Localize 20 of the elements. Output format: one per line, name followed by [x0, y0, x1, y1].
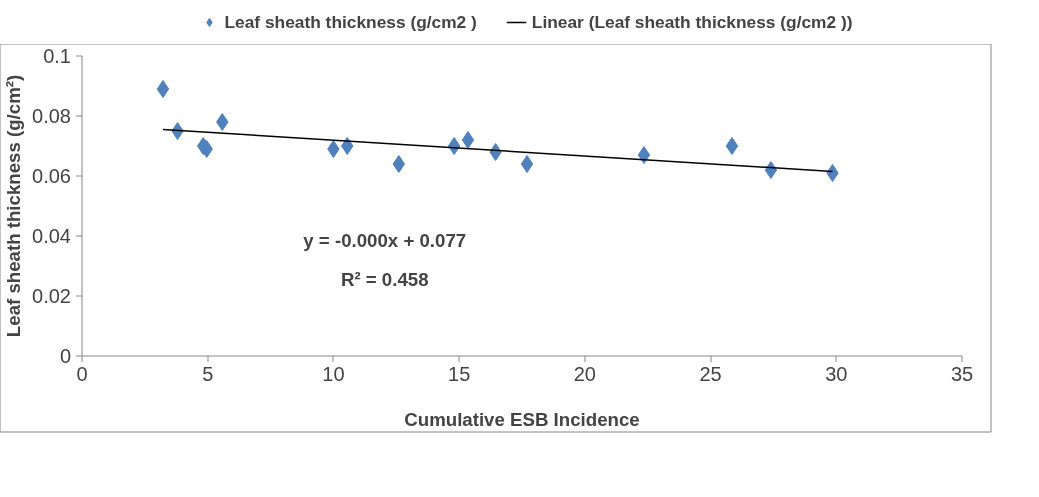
- x-axis-title: Cumulative ESB Incidence: [404, 409, 640, 430]
- y-tick-label: 0.04: [32, 225, 72, 247]
- y-tick-label: 0.08: [32, 105, 72, 127]
- annotation: y = -0.000x + 0.077: [303, 230, 467, 251]
- x-tick-label: 15: [448, 363, 471, 385]
- annotation: R² = 0.458: [340, 269, 429, 290]
- y-tick-label: 0.02: [32, 285, 72, 307]
- x-tick-label: 35: [950, 363, 974, 385]
- x-tick-label: 30: [825, 363, 848, 385]
- y-axis-title: Leaf sheath thickness (g/cm²): [3, 74, 25, 338]
- legend-label: Linear (Leaf sheath thickness (g/cm2 )): [531, 11, 853, 33]
- x-tick-label: 20: [573, 363, 596, 385]
- y-tick-label: 0.06: [32, 165, 72, 187]
- x-tick-label: 10: [322, 363, 345, 385]
- x-tick-label: 5: [202, 363, 214, 385]
- y-tick-label: 0.1: [43, 45, 72, 67]
- y-tick-label: 0: [59, 345, 71, 367]
- x-tick-label: 25: [699, 363, 722, 385]
- x-tick-label: 0: [76, 363, 88, 385]
- legend-label: Leaf sheath thickness (g/cm2 ): [224, 11, 477, 33]
